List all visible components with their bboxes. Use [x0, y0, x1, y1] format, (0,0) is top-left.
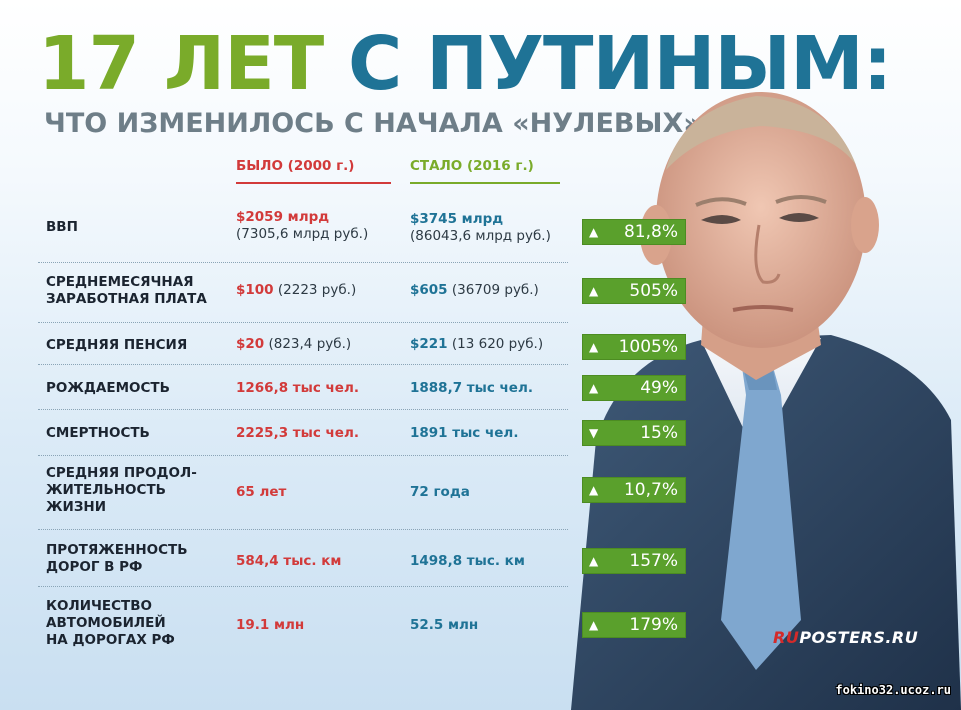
row-label: ПРОТЯЖЕННОСТЬ ДОРОГ В РФ — [46, 542, 188, 575]
was-note: (2223 руб.) — [277, 282, 357, 298]
was-note: (823,4 руб.) — [268, 336, 352, 352]
portrait-image — [571, 92, 961, 710]
was-value: 19.1 млн — [236, 617, 305, 633]
up-arrow-icon: ▲ — [589, 340, 599, 354]
row-label: СРЕДНЯЯ ПРОДОЛ- ЖИТЕЛЬНОСТЬ ЖИЗНИ — [46, 465, 197, 515]
down-arrow-icon: ▼ — [589, 426, 599, 440]
change-badge: ▲ 179% — [582, 612, 686, 638]
row-divider — [38, 322, 568, 323]
up-arrow-icon: ▲ — [589, 284, 599, 298]
change-badge: ▲ 157% — [582, 548, 686, 574]
up-arrow-icon: ▲ — [589, 554, 599, 568]
was-value: 1266,8 тыс чел. — [236, 380, 359, 396]
now-value: 72 года — [410, 484, 470, 500]
change-badge: ▲ 1005% — [582, 334, 686, 360]
now-note: (86043,6 млрд руб.) — [410, 228, 551, 244]
row-divider — [38, 455, 568, 456]
now-value: 1891 тыс чел. — [410, 425, 519, 441]
ruposters-logo: RUPOSTERS.RU — [773, 628, 919, 647]
row-divider — [38, 409, 568, 410]
now-value: 1498,8 тыс. км — [410, 553, 525, 569]
site-watermark: fokino32.ucoz.ru — [835, 683, 951, 697]
up-arrow-icon: ▲ — [589, 483, 599, 497]
now-value: 52.5 млн — [410, 617, 479, 633]
was-value: 2225,3 тыс чел. — [236, 425, 359, 441]
row-divider — [38, 586, 568, 587]
page-title: 17 ЛЕТ С ПУТИНЫМ: — [38, 21, 892, 107]
change-badge: ▲ 49% — [582, 375, 686, 401]
now-value: $3745 млрд (86043,6 млрд руб.) — [410, 211, 551, 244]
row-divider — [38, 364, 568, 365]
up-arrow-icon: ▲ — [589, 225, 599, 239]
up-arrow-icon: ▲ — [589, 618, 599, 632]
row-divider — [38, 262, 568, 263]
was-value: $20 (823,4 руб.) — [236, 336, 352, 352]
row-label: СМЕРТНОСТЬ — [46, 425, 150, 441]
title-part-2: С ПУТИНЫМ: — [348, 21, 892, 107]
now-value: 1888,7 тыс чел. — [410, 380, 533, 396]
was-note: (7305,6 млрд руб.) — [236, 226, 369, 242]
title-part-1: 17 ЛЕТ — [38, 21, 324, 107]
was-value: $2059 млрд (7305,6 млрд руб.) — [236, 209, 369, 242]
change-badge: ▼ 15% — [582, 420, 686, 446]
was-value: $100 (2223 руб.) — [236, 282, 357, 298]
row-label: ВВП — [46, 219, 78, 235]
row-label: СРЕДНЯЯ ПЕНСИЯ — [46, 337, 188, 353]
row-label: РОЖДАЕМОСТЬ — [46, 380, 170, 396]
was-value: 65 лет — [236, 484, 287, 500]
row-divider — [38, 529, 568, 530]
page-subtitle: ЧТО ИЗМЕНИЛОСЬ С НАЧАЛА «НУЛЕВЫХ» — [44, 108, 701, 139]
row-label: СРЕДНЕМЕСЯЧНАЯ ЗАРАБОТНАЯ ПЛАТА — [46, 274, 207, 307]
now-value: $605 (36709 руб.) — [410, 282, 539, 298]
change-badge: ▲ 505% — [582, 278, 686, 304]
was-value: 584,4 тыс. км — [236, 553, 342, 569]
row-label: КОЛИЧЕСТВО АВТОМОБИЛЕЙ НА ДОРОГАХ РФ — [46, 598, 175, 648]
now-note: (36709 руб.) — [451, 282, 539, 298]
change-badge: ▲ 10,7% — [582, 477, 686, 503]
column-header-was: БЫЛО (2000 г.) — [236, 158, 391, 184]
now-value: $221 (13 620 руб.) — [410, 336, 544, 352]
up-arrow-icon: ▲ — [589, 381, 599, 395]
change-badge: ▲ 81,8% — [582, 219, 686, 245]
now-note: (13 620 руб.) — [451, 336, 544, 352]
column-header-now: СТАЛО (2016 г.) — [410, 158, 560, 184]
